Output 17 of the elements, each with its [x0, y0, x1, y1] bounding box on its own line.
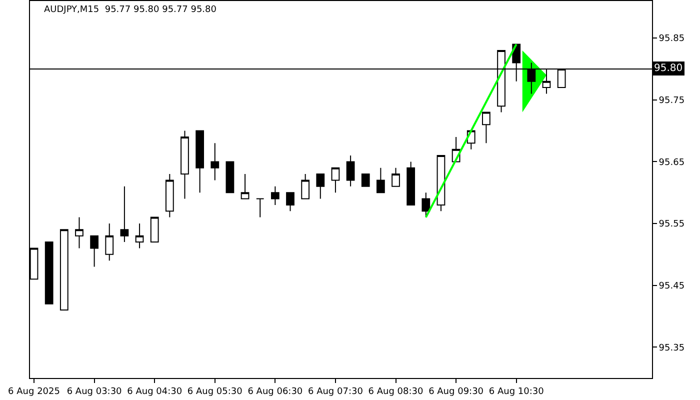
x-tick-label: 6 Aug 06:30 — [248, 386, 303, 397]
ref-line-label: 95.80 — [654, 63, 683, 74]
x-tick-label: 6 Aug 04:30 — [127, 386, 182, 397]
y-tick-label: 95.85 — [658, 34, 685, 44]
y-tick-label: 95.65 — [658, 158, 685, 168]
x-tick-label: 6 Aug 08:30 — [368, 386, 424, 397]
y-tick-label: 95.75 — [658, 96, 685, 106]
x-tick-label: 6 Aug 2025 — [8, 386, 60, 397]
y-tick-label: 95.35 — [658, 343, 685, 354]
chart-title: AUDJPY,M15 95.77 95.80 95.77 95.80 — [44, 5, 217, 15]
y-tick-label: 95.45 — [658, 281, 685, 292]
x-tick-label: 6 Aug 05:30 — [187, 386, 243, 397]
y-tick-label: 95.55 — [658, 220, 685, 230]
x-tick-label: 6 Aug 07:30 — [308, 386, 364, 397]
x-tick-label: 6 Aug 10:30 — [488, 386, 544, 397]
x-tick-label: 6 Aug 03:30 — [66, 386, 122, 397]
x-tick-label: 6 Aug 09:30 — [428, 386, 484, 397]
